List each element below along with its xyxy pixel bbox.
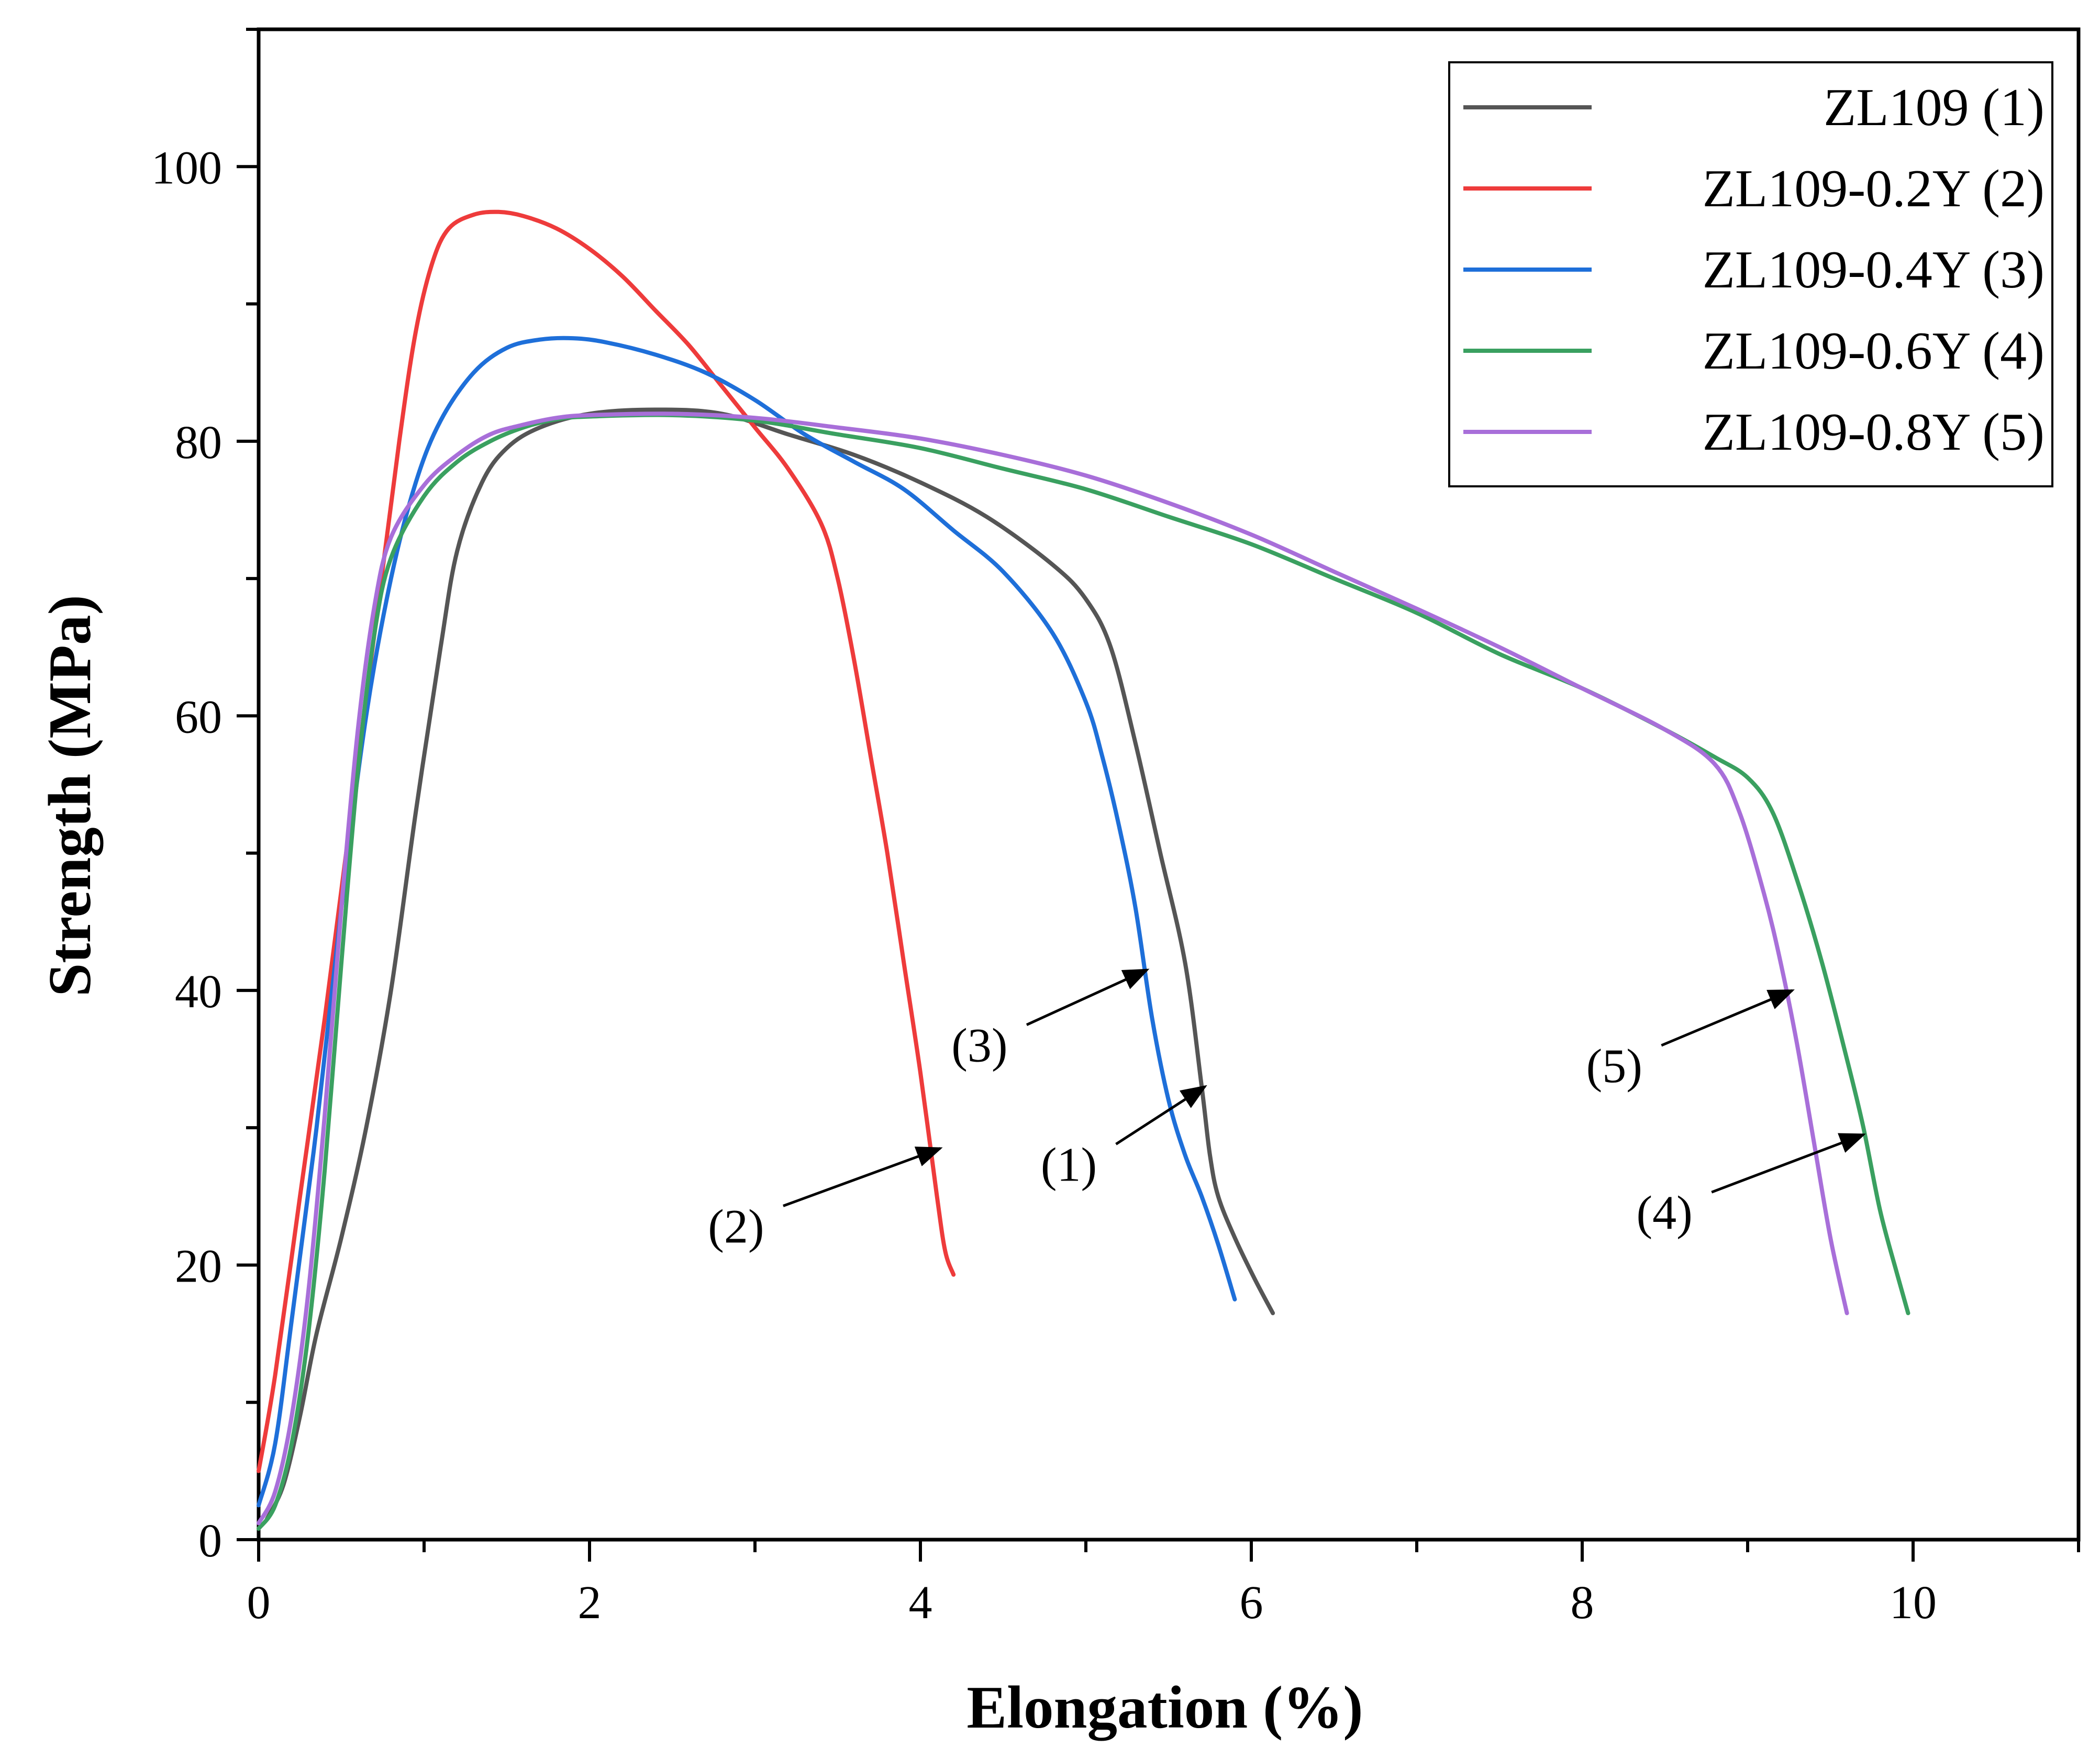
- annotation-arrow: [1026, 968, 1150, 1026]
- annotation-arrow: [1661, 989, 1795, 1047]
- x-axis-title: Elongation (%): [966, 1674, 1363, 1741]
- x-tick-label: 6: [1240, 1577, 1263, 1629]
- legend-label-s4: ZL109-0.6Y (4): [1703, 321, 2045, 381]
- series-line-s1: [264, 407, 1275, 1521]
- series-layer: [257, 209, 1910, 1531]
- annotation-label: (1): [1041, 1138, 1097, 1192]
- legend-label-s3: ZL109-0.4Y (3): [1703, 240, 2045, 299]
- y-axis-title: Strength (MPa): [37, 595, 103, 997]
- series-line-s4: [257, 413, 1910, 1531]
- y-tick-label: 20: [175, 1240, 222, 1292]
- annotation-arrow: [1115, 1085, 1207, 1145]
- x-tick-label: 2: [578, 1577, 602, 1629]
- legend-label-s2: ZL109-0.2Y (2): [1703, 159, 2045, 218]
- annotation-label: (4): [1637, 1186, 1693, 1239]
- annotations: (1) (2) (3) (4) (5): [708, 968, 1866, 1253]
- series-line-s2: [257, 209, 956, 1473]
- legend: ZL109 (1) ZL109-0.2Y (2) ZL109-0.4Y (3) ZL1…: [1448, 61, 2053, 487]
- annotation-arrow: [1711, 1133, 1866, 1194]
- y-tick-label: 100: [151, 142, 222, 194]
- legend-label-s1: ZL109 (1): [1824, 78, 2045, 137]
- annotation-arrow: [783, 1146, 943, 1207]
- y-tick-label: 0: [198, 1515, 222, 1567]
- y-tick-label: 40: [175, 966, 222, 1018]
- legend-label-s5: ZL109-0.8Y (5): [1703, 403, 2045, 462]
- annotation-label: (5): [1586, 1039, 1642, 1093]
- plot-frame: [257, 27, 2081, 1542]
- series-line-s5: [257, 411, 1849, 1526]
- legend-box: [1448, 61, 2053, 487]
- y-tick-label: 80: [175, 417, 222, 469]
- x-tick-label: 0: [247, 1577, 271, 1629]
- x-tick-label: 10: [1890, 1577, 1937, 1629]
- annotation-label: (2): [708, 1200, 764, 1253]
- annotation-label: (3): [951, 1019, 1007, 1072]
- x-tick-label: 4: [909, 1577, 932, 1629]
- y-tick-label: 60: [175, 691, 222, 743]
- x-tick-label: 8: [1571, 1577, 1594, 1629]
